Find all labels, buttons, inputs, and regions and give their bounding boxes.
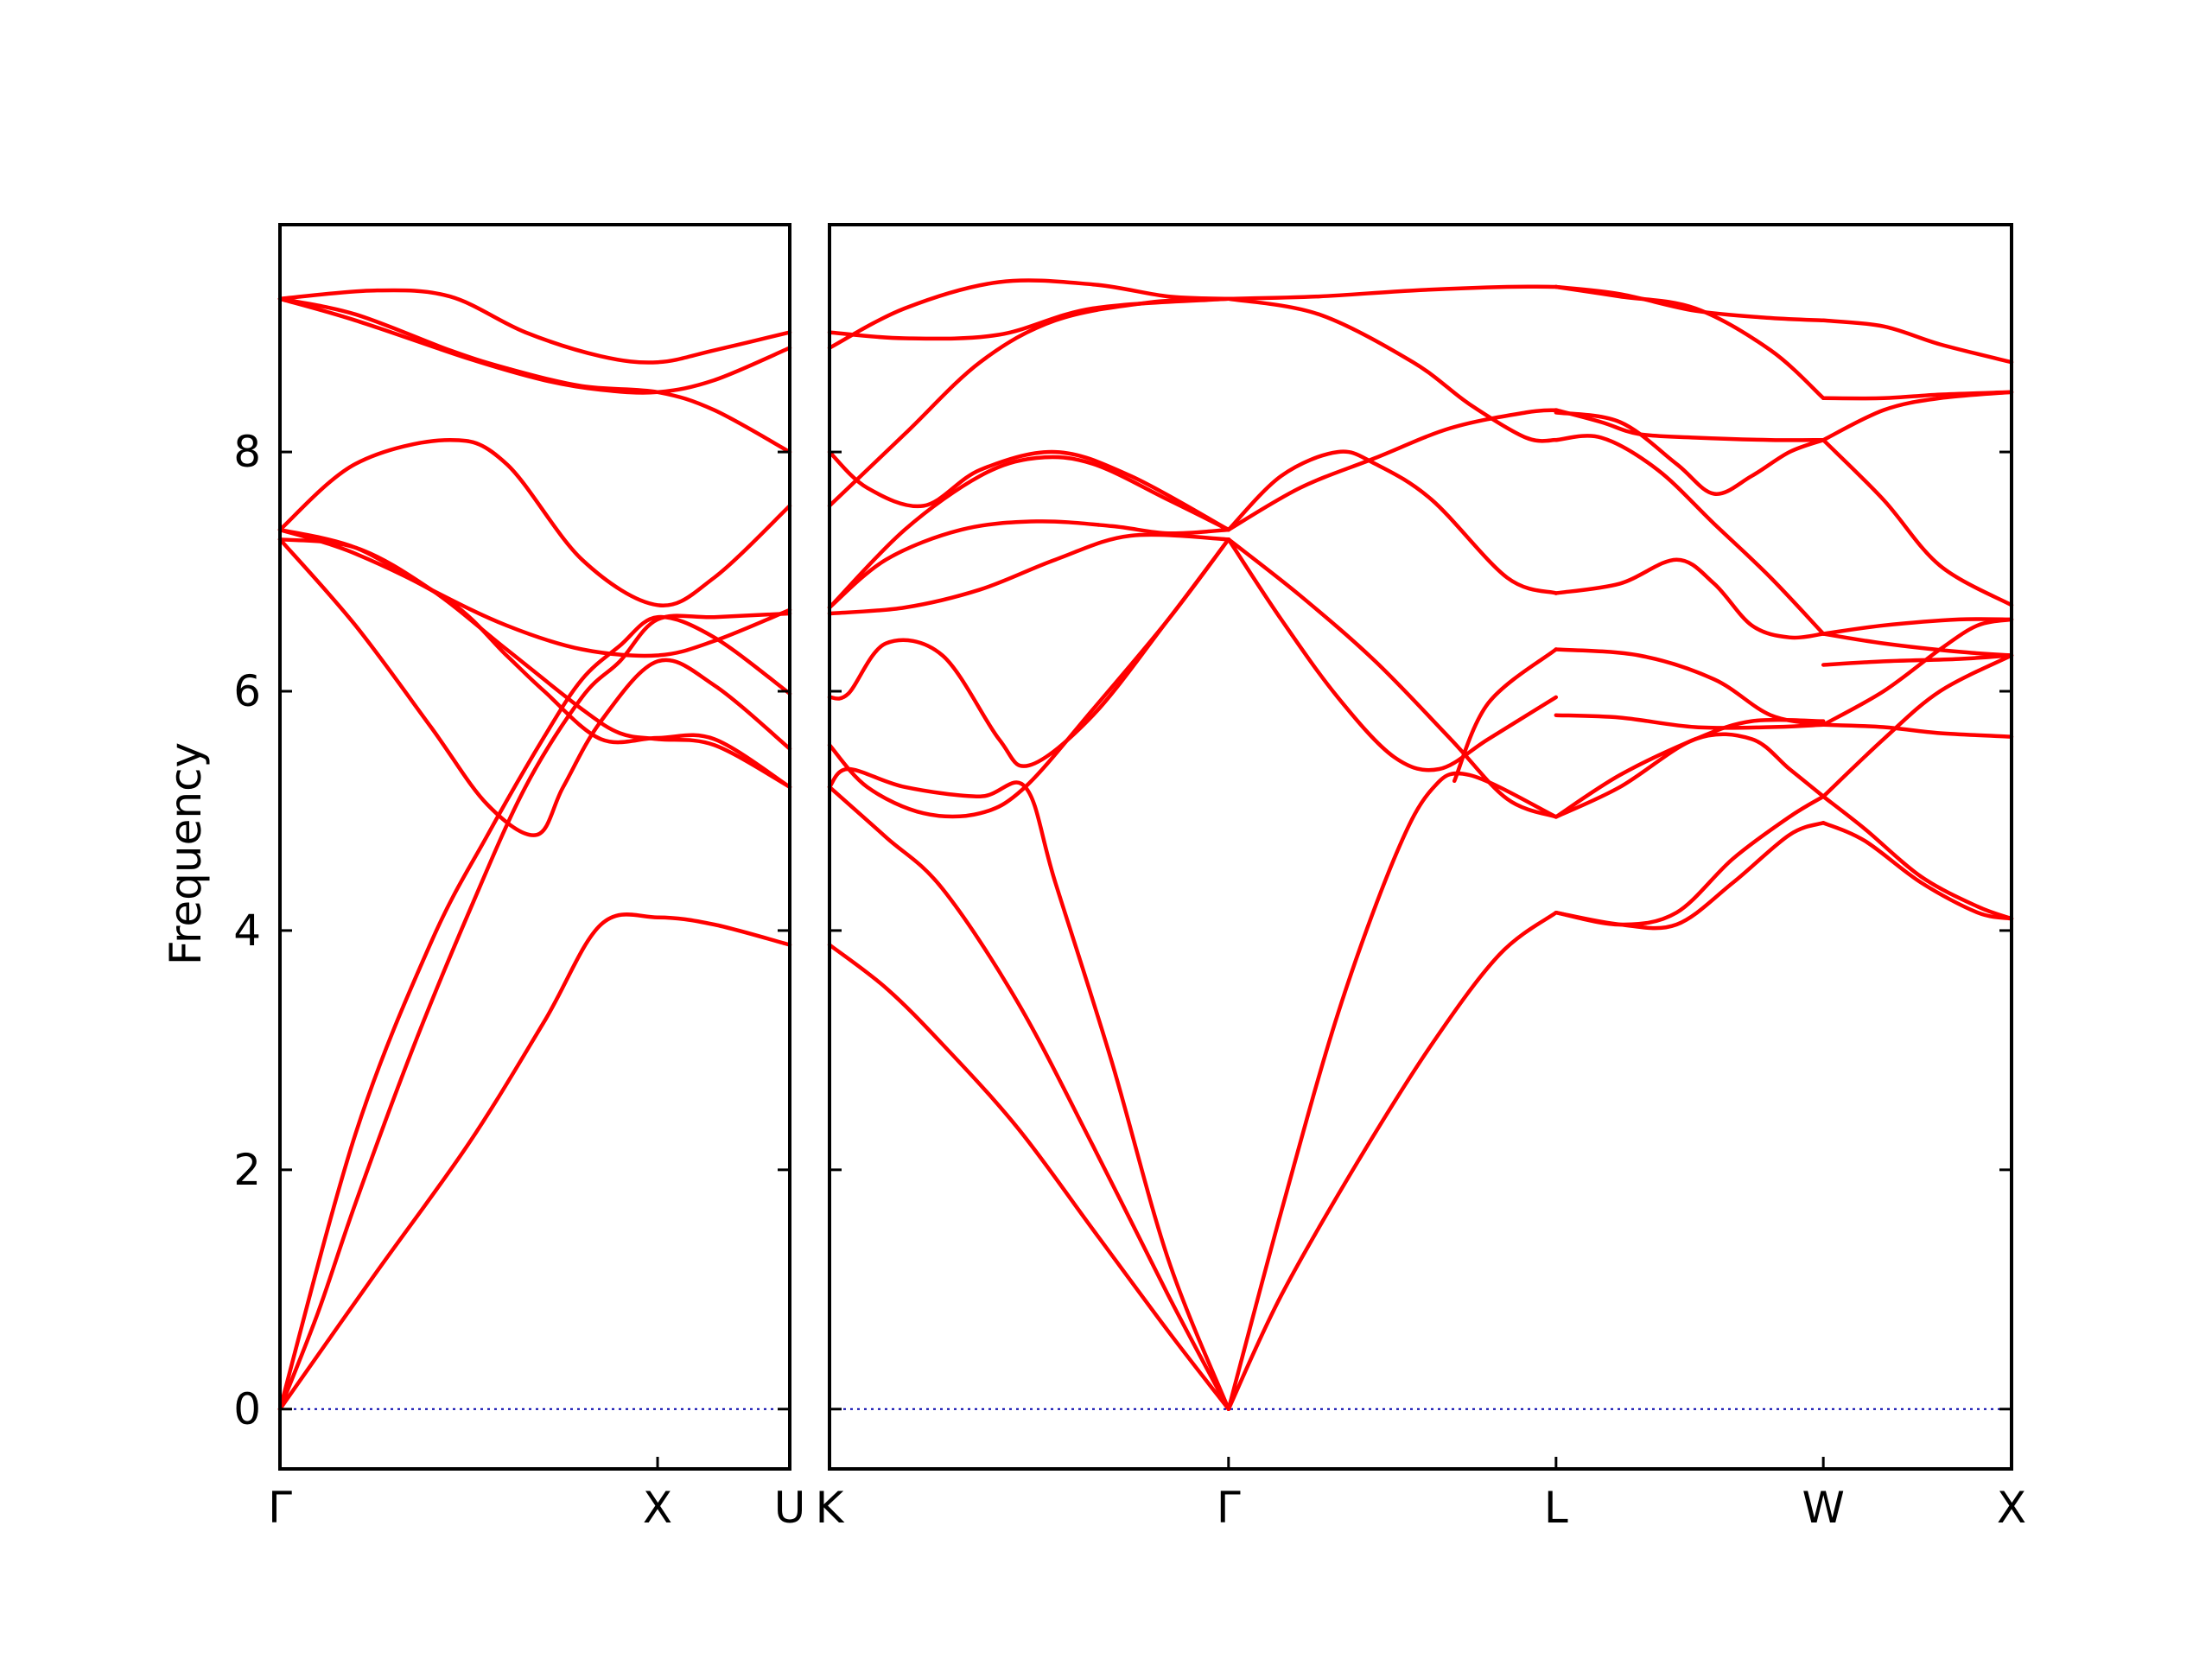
- y-tick-label-6: 6: [233, 666, 261, 716]
- band-line-23: [1554, 794, 1826, 927]
- band-line-11: [277, 296, 792, 454]
- band-line-1: [827, 943, 1231, 1412]
- band-line-5: [827, 537, 1231, 768]
- band-line-20: [1226, 296, 1559, 443]
- y-axis-label: Frequency: [161, 742, 211, 965]
- y-tick-label-4: 4: [233, 906, 261, 956]
- band-line-25: [1554, 717, 1826, 819]
- band-line-36: [1821, 653, 2014, 799]
- x-tick-label-u: U: [774, 1483, 806, 1533]
- band-line-3: [277, 537, 792, 837]
- y-tick-label-8: 8: [233, 427, 261, 477]
- band-line-10: [277, 611, 792, 1412]
- x-tick-label-l: L: [1544, 1483, 1568, 1533]
- band-line-28: [1554, 557, 1826, 640]
- x-tick-label-x: X: [1997, 1483, 2026, 1533]
- band-line-8: [827, 454, 1231, 610]
- band-line-9: [827, 449, 1231, 532]
- band-line-45: [1821, 318, 2014, 365]
- band-line-26: [1554, 713, 1826, 730]
- x-tick-label-x: X: [643, 1483, 672, 1533]
- band-line-11: [827, 278, 1231, 350]
- band-line-27: [1554, 647, 1826, 728]
- band-line-9: [277, 288, 792, 365]
- band-line-41: [1821, 617, 2014, 636]
- x-tick-label-gamma: Γ: [268, 1483, 292, 1533]
- band-line-2: [277, 614, 792, 1412]
- band-line-4: [827, 537, 1231, 819]
- x-tick-label-gamma: Γ: [1217, 1483, 1241, 1533]
- band-line-37: [1821, 722, 2014, 739]
- band-line-39: [1821, 653, 2014, 667]
- band-line-6: [827, 532, 1231, 616]
- band-line-29: [1554, 410, 1826, 496]
- band-line-42: [1821, 437, 2014, 607]
- band-line-10: [827, 296, 1231, 508]
- band-line-2: [827, 785, 1231, 1412]
- plot-frame: [278, 223, 791, 1471]
- band-line-44: [1821, 390, 2014, 401]
- band-line-34: [1821, 821, 2014, 921]
- band-line-21: [1452, 647, 1559, 784]
- band-line-35: [1821, 794, 2014, 921]
- band-line-3: [827, 766, 1231, 1412]
- band-line-24: [1554, 732, 1826, 819]
- band-line-17: [1226, 449, 1559, 595]
- band-line-12: [827, 296, 1231, 341]
- band-line-18: [1226, 408, 1559, 532]
- y-tick-label-0: 0: [233, 1384, 261, 1434]
- band-line-1: [277, 912, 792, 1412]
- band-line-16: [1226, 910, 1559, 1412]
- band-line-14: [1226, 537, 1559, 819]
- band-line-40: [1821, 632, 2014, 658]
- band-line-30: [1554, 434, 1826, 636]
- band-line-13: [1226, 537, 1559, 772]
- band-line-22: [1554, 821, 1826, 931]
- x-tick-label-w: W: [1802, 1483, 1844, 1533]
- band-line-33: [1554, 284, 1826, 323]
- band-line-31: [1554, 408, 1826, 442]
- x-tick-label-k: K: [816, 1483, 845, 1533]
- panel-gamma-x-u: Γ X U 0 2 4 6 8: [233, 223, 806, 1533]
- plot-frame: [828, 223, 2013, 1471]
- band-line-5: [277, 527, 792, 658]
- band-line-7: [827, 519, 1231, 610]
- y-tick-label-2: 2: [233, 1145, 261, 1195]
- band-line-6: [277, 527, 792, 790]
- band-line-32: [1554, 284, 1826, 401]
- band-line-7: [277, 437, 792, 608]
- band-line-19: [1226, 284, 1559, 302]
- band-line-15: [1226, 771, 1559, 1412]
